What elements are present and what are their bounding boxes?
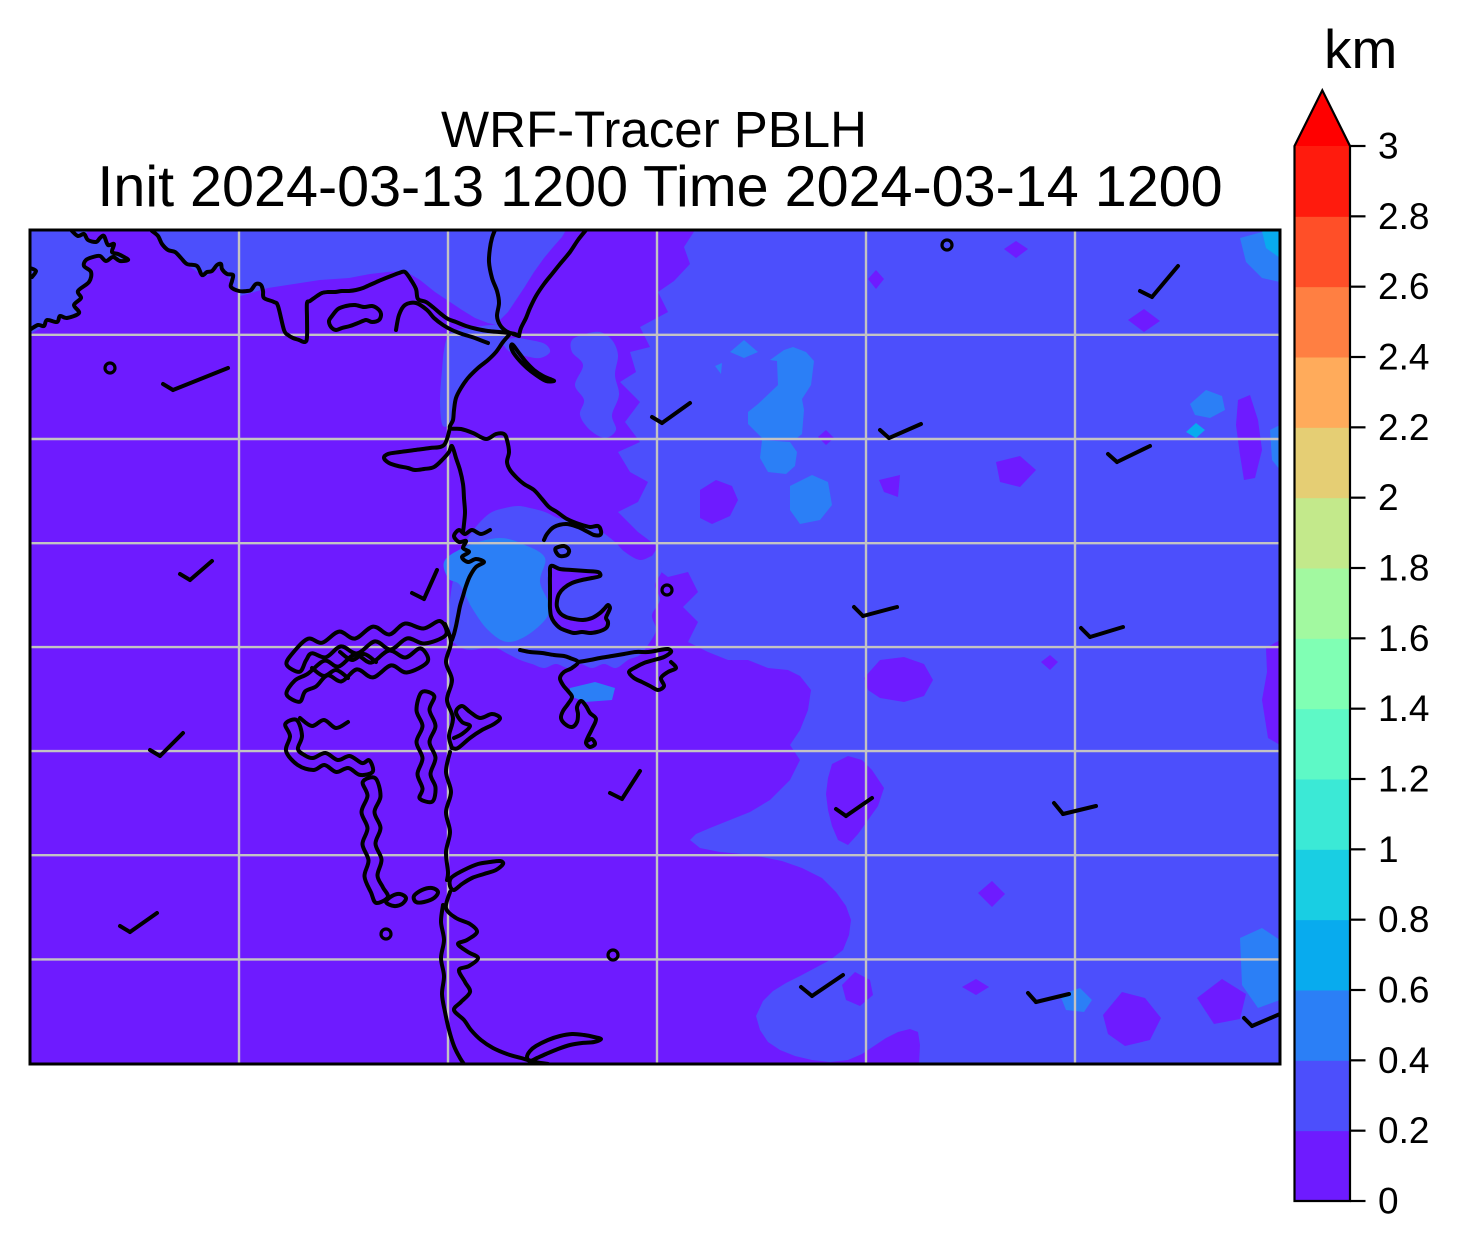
svg-text:km: km bbox=[1324, 18, 1397, 80]
svg-text:1.2: 1.2 bbox=[1378, 759, 1429, 800]
svg-text:WRF-Tracer PBLH: WRF-Tracer PBLH bbox=[441, 101, 867, 158]
svg-text:Init 2024-03-13 1200 Time 2024: Init 2024-03-13 1200 Time 2024-03-14 120… bbox=[97, 155, 1222, 219]
svg-text:0.8: 0.8 bbox=[1378, 899, 1429, 940]
svg-text:1.4: 1.4 bbox=[1378, 688, 1429, 729]
svg-text:0.6: 0.6 bbox=[1378, 970, 1429, 1011]
svg-text:1.8: 1.8 bbox=[1378, 548, 1429, 589]
svg-text:2: 2 bbox=[1378, 477, 1399, 518]
svg-text:2.4: 2.4 bbox=[1378, 337, 1429, 378]
svg-text:2.8: 2.8 bbox=[1378, 196, 1429, 237]
svg-text:3: 3 bbox=[1378, 126, 1399, 167]
svg-text:2.6: 2.6 bbox=[1378, 266, 1429, 307]
svg-text:2.2: 2.2 bbox=[1378, 407, 1429, 448]
svg-text:1: 1 bbox=[1378, 829, 1399, 870]
svg-text:0: 0 bbox=[1378, 1181, 1399, 1222]
svg-text:1.6: 1.6 bbox=[1378, 618, 1429, 659]
svg-text:0.4: 0.4 bbox=[1378, 1040, 1429, 1081]
svg-text:0.2: 0.2 bbox=[1378, 1110, 1429, 1151]
